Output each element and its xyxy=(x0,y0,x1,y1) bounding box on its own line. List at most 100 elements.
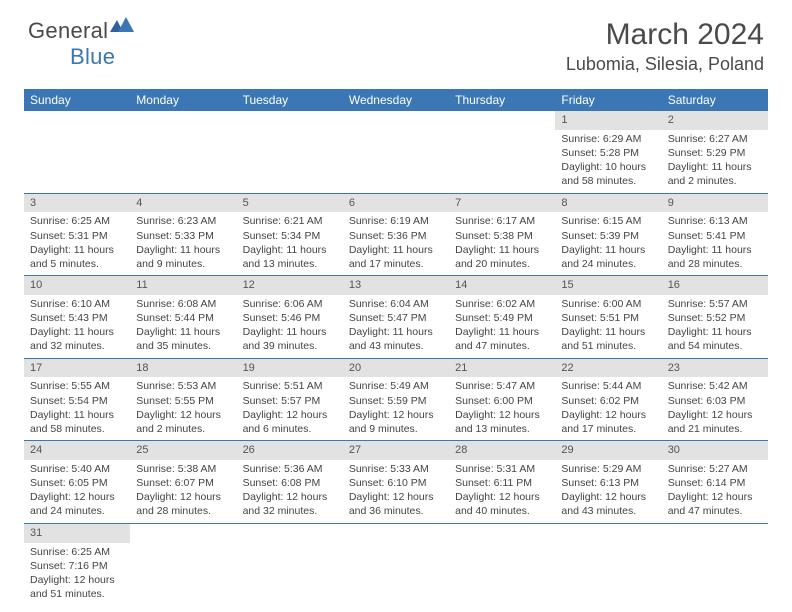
day-number: 17 xyxy=(24,359,130,378)
calendar-cell xyxy=(555,523,661,605)
calendar-table: SundayMondayTuesdayWednesdayThursdayFrid… xyxy=(24,89,768,605)
calendar-cell: 27Sunrise: 5:33 AMSunset: 6:10 PMDayligh… xyxy=(343,441,449,524)
sunrise-text: Sunrise: 5:29 AM xyxy=(561,462,655,476)
cell-body: Sunrise: 5:38 AMSunset: 6:07 PMDaylight:… xyxy=(130,460,236,523)
calendar-cell: 21Sunrise: 5:47 AMSunset: 6:00 PMDayligh… xyxy=(449,358,555,441)
cell-body: Sunrise: 5:57 AMSunset: 5:52 PMDaylight:… xyxy=(662,295,768,358)
sunrise-text: Sunrise: 6:17 AM xyxy=(455,214,549,228)
calendar-row: 10Sunrise: 6:10 AMSunset: 5:43 PMDayligh… xyxy=(24,276,768,359)
sunrise-text: Sunrise: 5:38 AM xyxy=(136,462,230,476)
sunrise-text: Sunrise: 6:19 AM xyxy=(349,214,443,228)
sunrise-text: Sunrise: 6:25 AM xyxy=(30,214,124,228)
calendar-cell xyxy=(343,523,449,605)
calendar-cell: 22Sunrise: 5:44 AMSunset: 6:02 PMDayligh… xyxy=(555,358,661,441)
calendar-cell: 23Sunrise: 5:42 AMSunset: 6:03 PMDayligh… xyxy=(662,358,768,441)
cell-body: Sunrise: 6:08 AMSunset: 5:44 PMDaylight:… xyxy=(130,295,236,358)
sunset-text: Sunset: 5:38 PM xyxy=(455,229,549,243)
cell-body: Sunrise: 5:31 AMSunset: 6:11 PMDaylight:… xyxy=(449,460,555,523)
sunset-text: Sunset: 5:52 PM xyxy=(668,311,762,325)
calendar-cell: 17Sunrise: 5:55 AMSunset: 5:54 PMDayligh… xyxy=(24,358,130,441)
cell-body: Sunrise: 6:06 AMSunset: 5:46 PMDaylight:… xyxy=(237,295,343,358)
daylight-text: Daylight: 11 hours and 35 minutes. xyxy=(136,325,230,353)
cell-body: Sunrise: 6:10 AMSunset: 5:43 PMDaylight:… xyxy=(24,295,130,358)
calendar-cell: 20Sunrise: 5:49 AMSunset: 5:59 PMDayligh… xyxy=(343,358,449,441)
calendar-cell xyxy=(449,523,555,605)
calendar-cell: 15Sunrise: 6:00 AMSunset: 5:51 PMDayligh… xyxy=(555,276,661,359)
sunset-text: Sunset: 7:16 PM xyxy=(30,559,124,573)
sunset-text: Sunset: 5:33 PM xyxy=(136,229,230,243)
cell-body: Sunrise: 6:17 AMSunset: 5:38 PMDaylight:… xyxy=(449,212,555,275)
daylight-text: Daylight: 12 hours and 40 minutes. xyxy=(455,490,549,518)
day-number: 22 xyxy=(555,359,661,378)
calendar-cell xyxy=(237,523,343,605)
calendar-cell: 29Sunrise: 5:29 AMSunset: 6:13 PMDayligh… xyxy=(555,441,661,524)
sunrise-text: Sunrise: 5:42 AM xyxy=(668,379,762,393)
cell-body: Sunrise: 5:55 AMSunset: 5:54 PMDaylight:… xyxy=(24,377,130,440)
calendar-cell xyxy=(343,111,449,193)
sunset-text: Sunset: 6:02 PM xyxy=(561,394,655,408)
cell-body: Sunrise: 6:04 AMSunset: 5:47 PMDaylight:… xyxy=(343,295,449,358)
calendar-body: 1Sunrise: 6:29 AMSunset: 5:28 PMDaylight… xyxy=(24,111,768,605)
sunrise-text: Sunrise: 6:02 AM xyxy=(455,297,549,311)
weekday-header: Saturday xyxy=(662,89,768,111)
sunrise-text: Sunrise: 6:21 AM xyxy=(243,214,337,228)
sunrise-text: Sunrise: 5:55 AM xyxy=(30,379,124,393)
cell-body: Sunrise: 5:33 AMSunset: 6:10 PMDaylight:… xyxy=(343,460,449,523)
sunset-text: Sunset: 5:39 PM xyxy=(561,229,655,243)
calendar-cell xyxy=(237,111,343,193)
cell-body: Sunrise: 6:00 AMSunset: 5:51 PMDaylight:… xyxy=(555,295,661,358)
daylight-text: Daylight: 11 hours and 28 minutes. xyxy=(668,243,762,271)
daylight-text: Daylight: 11 hours and 47 minutes. xyxy=(455,325,549,353)
day-number: 31 xyxy=(24,524,130,543)
calendar-cell: 26Sunrise: 5:36 AMSunset: 6:08 PMDayligh… xyxy=(237,441,343,524)
cell-body: Sunrise: 5:53 AMSunset: 5:55 PMDaylight:… xyxy=(130,377,236,440)
calendar-cell: 5Sunrise: 6:21 AMSunset: 5:34 PMDaylight… xyxy=(237,193,343,276)
sunrise-text: Sunrise: 5:53 AM xyxy=(136,379,230,393)
sunset-text: Sunset: 6:10 PM xyxy=(349,476,443,490)
day-number: 4 xyxy=(130,194,236,213)
daylight-text: Daylight: 12 hours and 17 minutes. xyxy=(561,408,655,436)
sunrise-text: Sunrise: 6:13 AM xyxy=(668,214,762,228)
day-number: 28 xyxy=(449,441,555,460)
weekday-header: Tuesday xyxy=(237,89,343,111)
day-number: 18 xyxy=(130,359,236,378)
calendar-cell: 13Sunrise: 6:04 AMSunset: 5:47 PMDayligh… xyxy=(343,276,449,359)
sunset-text: Sunset: 5:49 PM xyxy=(455,311,549,325)
weekday-header: Monday xyxy=(130,89,236,111)
daylight-text: Daylight: 11 hours and 24 minutes. xyxy=(561,243,655,271)
cell-body: Sunrise: 5:44 AMSunset: 6:02 PMDaylight:… xyxy=(555,377,661,440)
sunrise-text: Sunrise: 5:49 AM xyxy=(349,379,443,393)
cell-body: Sunrise: 5:29 AMSunset: 6:13 PMDaylight:… xyxy=(555,460,661,523)
calendar-cell: 19Sunrise: 5:51 AMSunset: 5:57 PMDayligh… xyxy=(237,358,343,441)
sunset-text: Sunset: 5:59 PM xyxy=(349,394,443,408)
logo-text-blue: Blue xyxy=(70,44,115,69)
daylight-text: Daylight: 12 hours and 13 minutes. xyxy=(455,408,549,436)
sunrise-text: Sunrise: 6:10 AM xyxy=(30,297,124,311)
calendar-cell: 9Sunrise: 6:13 AMSunset: 5:41 PMDaylight… xyxy=(662,193,768,276)
sunset-text: Sunset: 5:36 PM xyxy=(349,229,443,243)
logo: General xyxy=(28,18,136,44)
logo-text-general: General xyxy=(28,18,108,44)
calendar-cell: 16Sunrise: 5:57 AMSunset: 5:52 PMDayligh… xyxy=(662,276,768,359)
sunset-text: Sunset: 5:47 PM xyxy=(349,311,443,325)
title-block: March 2024 Lubomia, Silesia, Poland xyxy=(566,18,764,75)
cell-body: Sunrise: 6:02 AMSunset: 5:49 PMDaylight:… xyxy=(449,295,555,358)
cell-body: Sunrise: 6:15 AMSunset: 5:39 PMDaylight:… xyxy=(555,212,661,275)
cell-body: Sunrise: 6:19 AMSunset: 5:36 PMDaylight:… xyxy=(343,212,449,275)
cell-body: Sunrise: 6:25 AMSunset: 5:31 PMDaylight:… xyxy=(24,212,130,275)
calendar-cell: 1Sunrise: 6:29 AMSunset: 5:28 PMDaylight… xyxy=(555,111,661,193)
calendar-row: 24Sunrise: 5:40 AMSunset: 6:05 PMDayligh… xyxy=(24,441,768,524)
daylight-text: Daylight: 11 hours and 2 minutes. xyxy=(668,160,762,188)
cell-body: Sunrise: 6:27 AMSunset: 5:29 PMDaylight:… xyxy=(662,130,768,193)
sunrise-text: Sunrise: 5:31 AM xyxy=(455,462,549,476)
day-number: 14 xyxy=(449,276,555,295)
daylight-text: Daylight: 11 hours and 51 minutes. xyxy=(561,325,655,353)
daylight-text: Daylight: 12 hours and 6 minutes. xyxy=(243,408,337,436)
daylight-text: Daylight: 11 hours and 39 minutes. xyxy=(243,325,337,353)
daylight-text: Daylight: 12 hours and 9 minutes. xyxy=(349,408,443,436)
weekday-header: Wednesday xyxy=(343,89,449,111)
day-number: 20 xyxy=(343,359,449,378)
sunrise-text: Sunrise: 5:33 AM xyxy=(349,462,443,476)
sunset-text: Sunset: 5:31 PM xyxy=(30,229,124,243)
weekday-header-row: SundayMondayTuesdayWednesdayThursdayFrid… xyxy=(24,89,768,111)
